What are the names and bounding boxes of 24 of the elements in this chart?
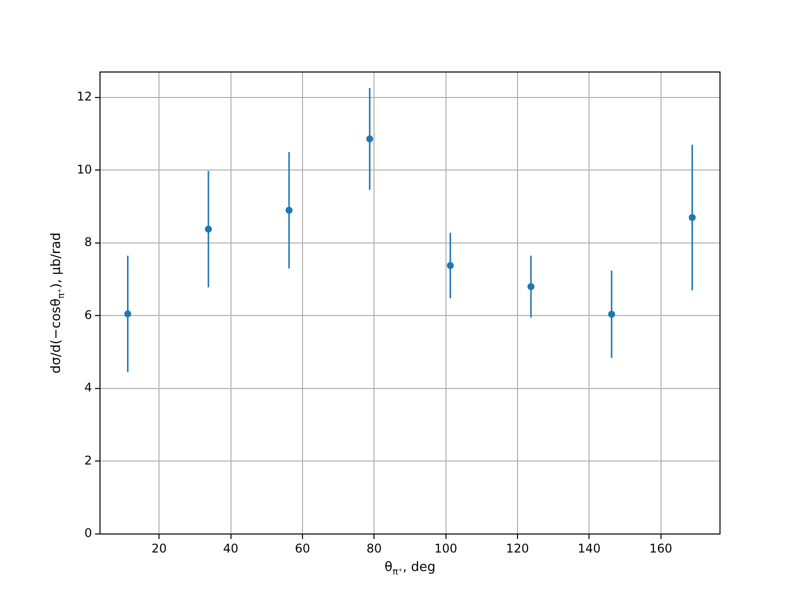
y-tick-label: 4 xyxy=(84,380,92,395)
point xyxy=(608,310,616,318)
y-tick-label: 10 xyxy=(76,162,92,176)
point xyxy=(286,206,293,214)
point xyxy=(446,262,454,270)
x-tick-label: 60 xyxy=(294,541,310,556)
point xyxy=(366,135,374,142)
point xyxy=(204,226,212,233)
y-tick-label: 6 xyxy=(84,308,92,322)
y-tick-label: 8 xyxy=(84,235,92,250)
x-axis-title: θ$_{π⁺}$, deg xyxy=(383,560,437,578)
x-tick-label: 120 xyxy=(506,541,529,556)
x-tick-label: 160 xyxy=(649,541,672,556)
x-tick-label: 80 xyxy=(366,541,382,556)
y-tick-label: 2 xyxy=(84,453,92,468)
point xyxy=(124,310,132,318)
x-tick-label: 100 xyxy=(434,541,458,556)
point xyxy=(688,214,696,222)
point xyxy=(527,283,534,290)
x-tick-label: 140 xyxy=(578,541,601,556)
x-tick-label: 20 xyxy=(151,541,167,556)
x-tick-label: 40 xyxy=(223,541,238,556)
y-tick-label: 12 xyxy=(76,90,92,104)
y-tick-label: 0 xyxy=(84,526,92,540)
